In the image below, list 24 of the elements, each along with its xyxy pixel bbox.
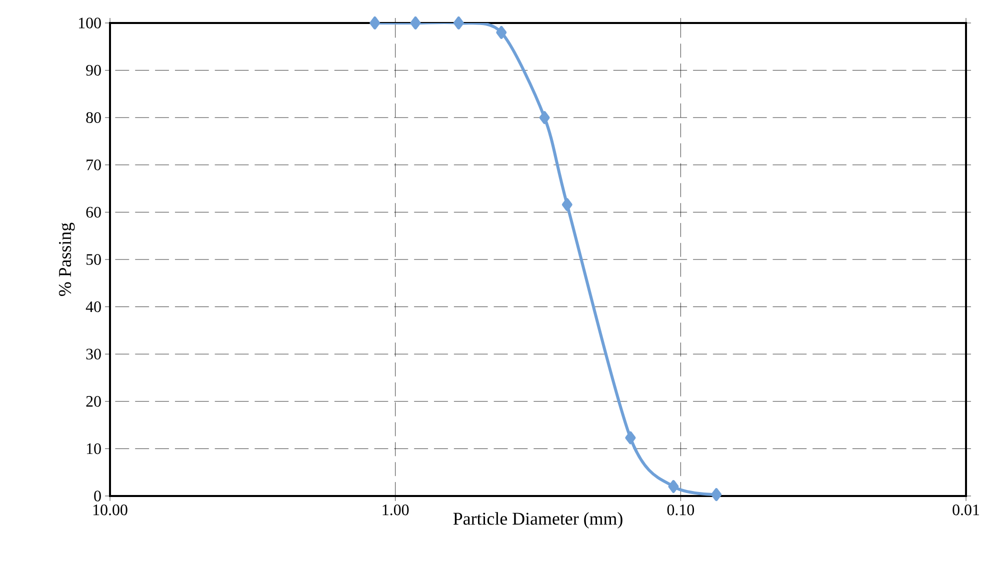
y-tick-label: 20	[86, 396, 101, 407]
point	[668, 480, 679, 493]
point	[711, 488, 722, 502]
y-tick-label: 50	[86, 254, 101, 265]
y-tick-label: 10	[86, 443, 101, 454]
point	[453, 16, 464, 30]
x-tick-label: 0.10	[667, 504, 694, 516]
x-tick-label: 10.00	[93, 504, 128, 516]
point	[410, 16, 421, 30]
x-tick-label: 0.01	[952, 504, 980, 516]
point	[539, 111, 550, 124]
y-tick-label: 90	[86, 64, 101, 76]
y-tick-label: 30	[86, 348, 101, 360]
y-tick-label: 70	[86, 160, 101, 170]
point	[496, 26, 507, 39]
y-axis-title: % Passing	[58, 222, 75, 296]
x-tick-label: 1.00	[382, 504, 409, 516]
y-tick-label: 60	[86, 206, 101, 218]
y-tick-label: 100	[79, 18, 101, 28]
x-axis-title: Particle Diameter (mm)	[453, 512, 622, 528]
point	[625, 431, 636, 444]
y-tick-label: 40	[86, 301, 101, 312]
y-tick-label: 80	[86, 112, 101, 123]
y-tick-label: 0	[94, 490, 101, 502]
